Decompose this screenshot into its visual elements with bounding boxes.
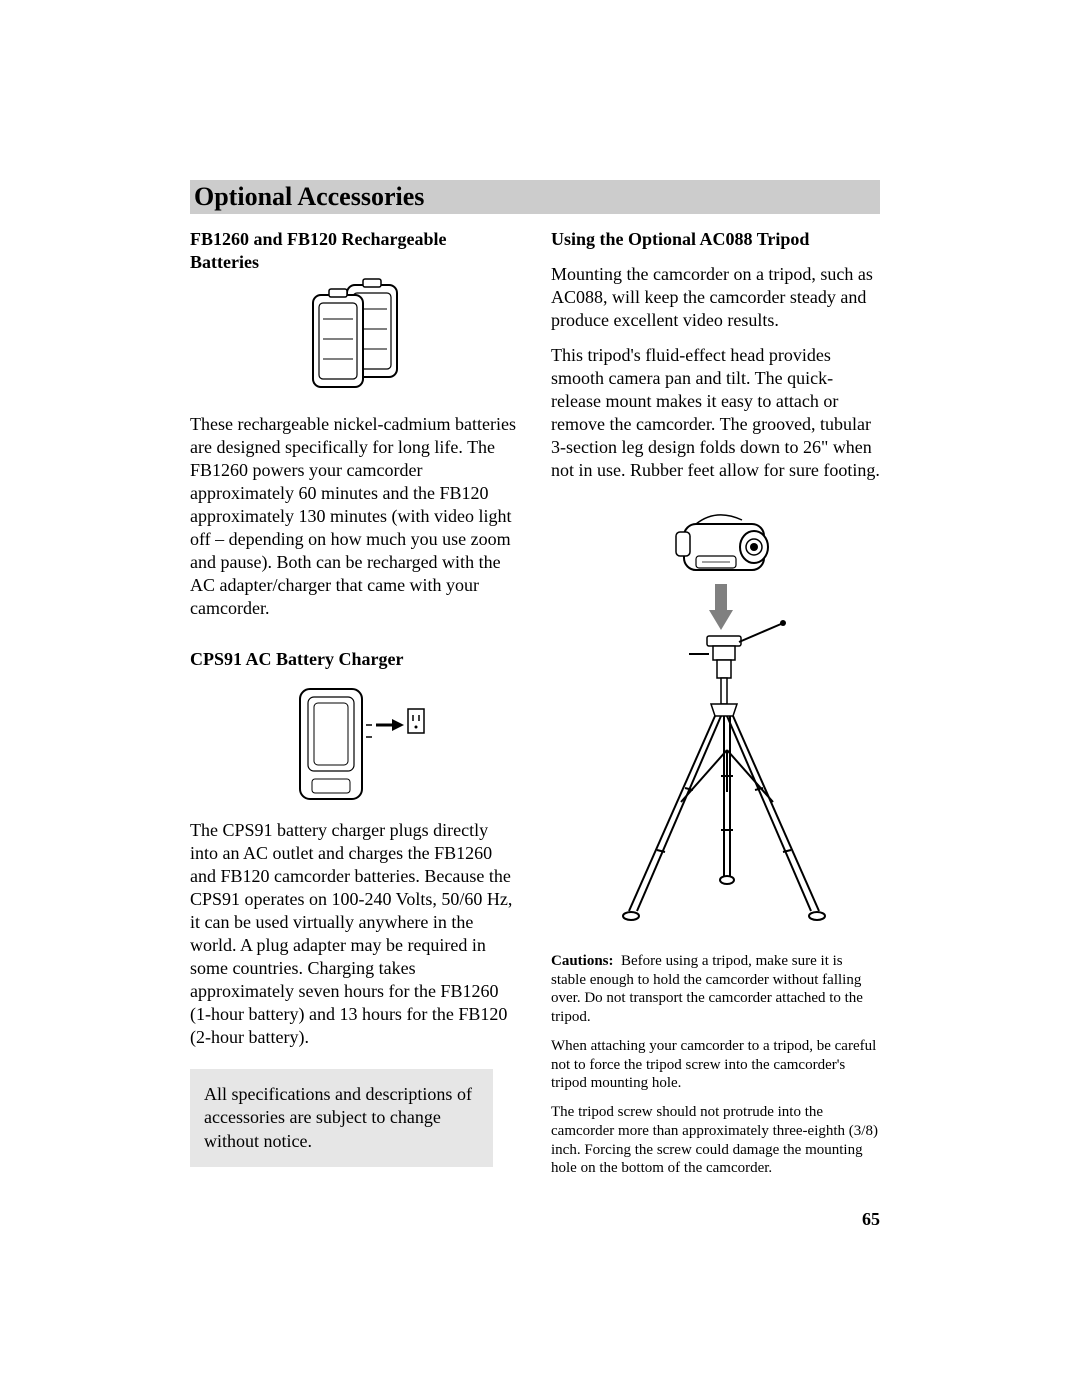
page-number: 65: [862, 1209, 880, 1230]
tripod-heading: Using the Optional AC088 Tripod: [551, 228, 880, 251]
batteries-heading: FB1260 and FB120 Rechargeable Batteries: [190, 228, 519, 273]
left-column: FB1260 and FB120 Rechargeable Batteries: [190, 224, 519, 1178]
two-column-layout: FB1260 and FB120 Rechargeable Batteries: [190, 224, 880, 1178]
charger-body: The CPS91 battery charger plugs directly…: [190, 819, 519, 1049]
tripod-p1: Mounting the camcorder on a tripod, such…: [551, 263, 880, 332]
batteries-illustration: [190, 275, 519, 395]
caution-2: When attaching your camcorder to a tripo…: [551, 1037, 880, 1093]
right-column: Using the Optional AC088 Tripod Mounting…: [551, 224, 880, 1178]
cautions-label: Cautions:: [551, 953, 614, 969]
charger-heading: CPS91 AC Battery Charger: [190, 648, 519, 671]
tripod-p2: This tripod's fluid-effect head provides…: [551, 344, 880, 482]
caution-1: Cautions: Before using a tripod, make su…: [551, 952, 880, 1027]
batteries-body: These rechargeable nickel-cadmium batter…: [190, 413, 519, 620]
section-header: Optional Accessories: [190, 180, 880, 214]
spec-note: All specifications and descriptions of a…: [190, 1069, 493, 1167]
tripod-illustration: [551, 506, 880, 936]
caution-3: The tripod screw should not protrude int…: [551, 1103, 880, 1178]
page-content: Optional Accessories FB1260 and FB120 Re…: [190, 180, 880, 1178]
charger-illustration: [190, 677, 519, 807]
